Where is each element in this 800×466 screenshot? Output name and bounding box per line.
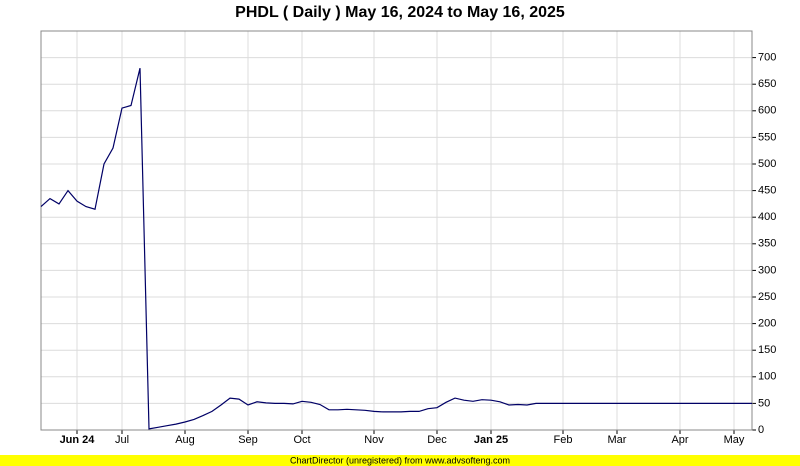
x-tick-label: Nov (364, 434, 384, 446)
y-tick-label: 400 (758, 211, 776, 223)
y-tick-label: 600 (758, 105, 776, 117)
y-tick-label: 50 (758, 397, 770, 409)
price-line (40, 68, 752, 430)
y-tick-label: 100 (758, 371, 776, 383)
x-tick-label: Aug (175, 434, 195, 446)
chart-title: PHDL ( Daily ) May 16, 2024 to May 16, 2… (235, 4, 565, 21)
y-tick-label: 650 (758, 78, 776, 90)
x-tick-label: Jul (115, 434, 129, 446)
y-tick-label: 300 (758, 264, 776, 276)
plot-area (41, 31, 752, 430)
y-tick-label: 500 (758, 158, 776, 170)
y-tick-label: 550 (758, 131, 776, 143)
y-tick-label: 0 (758, 424, 764, 436)
y-tick-label: 250 (758, 291, 776, 303)
footer-bar (0, 455, 800, 466)
x-tick-label: Sep (238, 434, 258, 446)
x-tick-label: Apr (671, 434, 688, 446)
y-tick-label: 200 (758, 318, 776, 330)
x-tick-label: Oct (293, 434, 310, 446)
x-tick-label: Dec (427, 434, 447, 446)
y-tick-label: 150 (758, 344, 776, 356)
x-tick-label: May (724, 434, 745, 446)
x-tick-label: Mar (608, 434, 627, 446)
footer-text: ChartDirector (unregistered) from www.ad… (290, 455, 510, 465)
x-tick-label: Jun 24 (60, 434, 96, 446)
y-tick-label: 700 (758, 52, 776, 64)
y-tick-label: 350 (758, 238, 776, 250)
y-tick-label: 450 (758, 185, 776, 197)
plot-border (40, 30, 753, 431)
x-tick-label: Feb (554, 434, 573, 446)
x-tick-label: Jan 25 (474, 434, 508, 446)
